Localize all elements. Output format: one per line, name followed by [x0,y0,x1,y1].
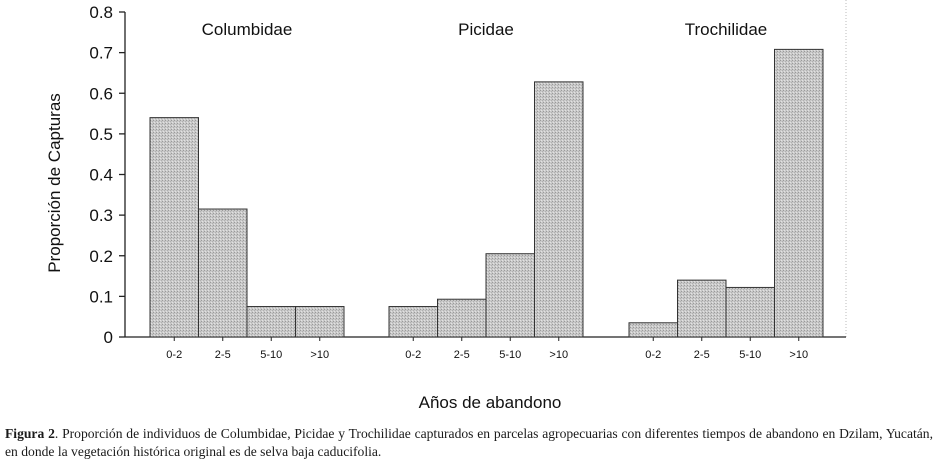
x-tick-label: 5-10 [499,349,521,361]
x-tick-label: 2-5 [694,349,710,361]
y-axis: 0 0.1 0.2 0.3 0.4 0.5 0.6 0.7 0.8 [89,3,126,347]
bar [295,306,345,338]
x-axis: 0-2 2-5 5-10 >10 0-2 2-5 5-10 >10 0-2 2-5 5-10 >10 [125,336,846,361]
y-tick-label: 0.2 [89,247,113,266]
bar-group-trochilidae [628,48,824,338]
bar [485,253,535,338]
y-tick-label: 0.3 [89,206,113,225]
bar [149,117,199,338]
x-tick-label: 5-10 [739,349,761,361]
y-tick-label: 0.4 [89,166,113,185]
x-axis-title: Años de abandono [419,393,562,412]
x-tick-label: 2-5 [454,349,470,361]
caption-text: . Proporción de individuos de Columbidae… [5,426,933,459]
bar-group-picidae [388,81,584,338]
y-axis-title: Proporción de Capturas [45,93,64,273]
bar [677,279,727,338]
y-tick-label: 0.1 [89,287,113,306]
y-tick-label: 0.8 [89,3,113,22]
x-tick-label: 2-5 [215,349,231,361]
x-tick-label: 0-2 [405,349,421,361]
group-title: Trochilidae [685,20,768,39]
x-tick-label: >10 [789,349,808,361]
caption-label: Figura 2 [5,426,55,441]
bar [774,48,824,338]
bar-chart: 00.10.20.30.40.50.60.70.8 0-2 2-5 5-10 >10 0… [45,0,847,412]
x-tick-label: >10 [310,349,329,361]
x-tick-label: 0-2 [645,349,661,361]
figure-caption: Figura 2. Proporción de individuos de Co… [5,425,933,461]
y-tick-label: 0.6 [89,84,113,103]
y-tick-label: 0.5 [89,125,113,144]
y-tick-label: 0 [104,328,113,347]
bar [534,81,584,338]
x-tick-label: >10 [549,349,568,361]
y-tick-label: 0.7 [89,44,113,63]
bar-group-columbidae [149,117,345,338]
bar [725,286,775,338]
group-title: Columbidae [202,20,293,39]
bar [437,298,487,338]
group-titles: Columbidae Picidae Trochilidae [202,20,768,39]
x-tick-label: 5-10 [260,349,282,361]
x-tick-label: 0-2 [166,349,182,361]
bars [149,48,824,338]
bar [628,322,678,338]
bar [246,306,296,338]
bar [388,306,438,338]
bar [198,208,248,338]
group-title: Picidae [458,20,514,39]
